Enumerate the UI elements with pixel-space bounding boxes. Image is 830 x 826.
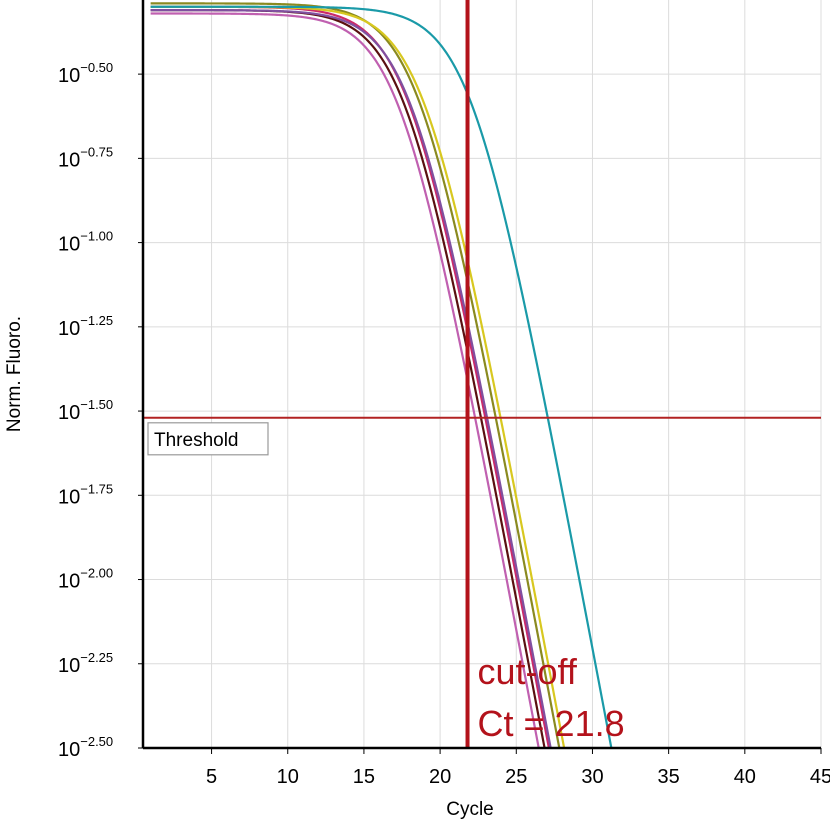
y-tick-labels: 10−0.50 10−0.75 10−1.00 10−1.25 10−1.50 10−1.… — [58, 60, 113, 761]
threshold-layer: Threshold — [143, 416, 821, 456]
x-tick-label: 5 — [206, 766, 217, 788]
y-tick-label: 10−1.00 — [58, 229, 113, 256]
curve-sample-pink — [150, 12, 540, 748]
x-tick-label: 10 — [277, 766, 299, 788]
x-tick-label: 45 — [810, 766, 830, 788]
x-tick-label: 40 — [734, 766, 756, 788]
curve-sample-purple — [150, 9, 552, 748]
curve-sample-olive — [150, 2, 561, 748]
x-axis-title: Cycle — [446, 799, 494, 820]
y-axis-title: Norm. Fluoro. — [4, 316, 25, 432]
x-tick-label: 15 — [353, 766, 375, 788]
axes — [138, 0, 822, 754]
x-tick-label: 25 — [505, 766, 527, 788]
y-tick-label: 10−2.00 — [58, 566, 113, 593]
cutoff-layer: cut-off Ct = 21.8 — [465, 0, 625, 748]
grid-lines — [143, 0, 822, 749]
cutoff-label: cut-off — [478, 651, 578, 692]
x-tick-label: 35 — [658, 766, 680, 788]
y-tick-label: 10−1.75 — [58, 481, 113, 508]
y-tick-label: 10−0.50 — [58, 60, 113, 87]
y-tick-label: 10−2.50 — [58, 734, 113, 761]
x-tick-label: 30 — [581, 766, 603, 788]
cutoff-ct-label: Ct = 21.8 — [478, 703, 625, 744]
threshold-label-box — [147, 422, 269, 456]
y-tick-label: 10−2.25 — [58, 650, 113, 677]
y-tick-label: 10−0.75 — [58, 144, 113, 171]
x-tick-labels: 5 10 15 20 25 30 35 40 45 — [206, 766, 830, 788]
x-tick-label: 20 — [429, 766, 451, 788]
y-tick-label: 10−1.25 — [58, 313, 113, 340]
y-tick-label: 10−1.50 — [58, 397, 113, 424]
amplification-curves — [150, 2, 613, 748]
curve-sample-teal — [150, 5, 613, 748]
threshold-label: Threshold — [154, 430, 239, 451]
